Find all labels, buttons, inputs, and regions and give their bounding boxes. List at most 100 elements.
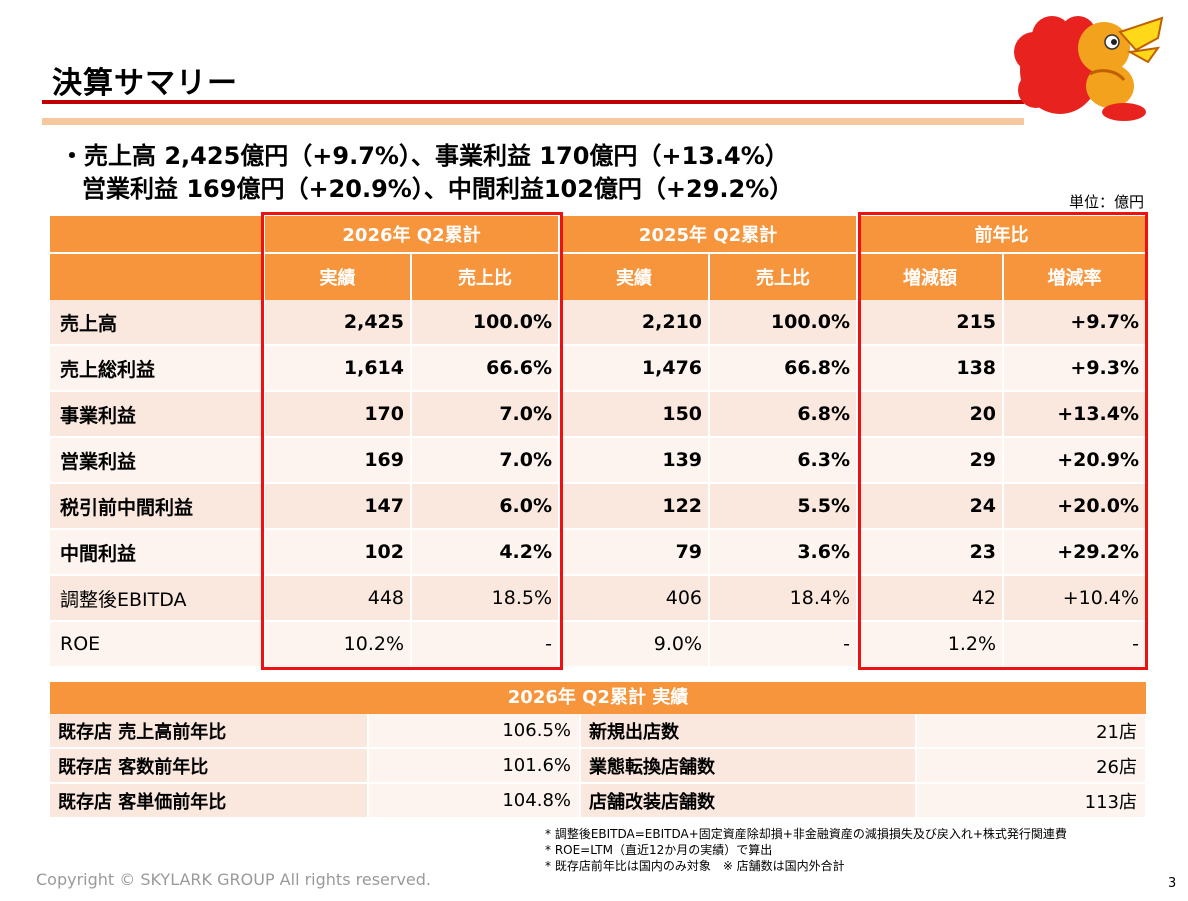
kpi-value: 104.8%	[368, 783, 581, 819]
table-cell: 215	[857, 300, 1005, 346]
table-cell: +13.4%	[1003, 391, 1148, 438]
table-cell: 10.2%	[264, 621, 412, 668]
table-row: 営業利益 169 7.0% 139 6.3% 29 +20.9%	[50, 437, 1148, 484]
group-header-2026: 2026年 Q2累計	[264, 216, 561, 254]
table-cell: 79	[559, 529, 711, 576]
kpi-label: 既存店 売上高前年比	[50, 714, 369, 749]
table-cell: 3.6%	[709, 529, 859, 576]
table-cell: 169	[264, 437, 412, 484]
row-label: 営業利益	[50, 437, 265, 484]
sub-header: 売上比	[709, 253, 859, 300]
table-cell: 5.5%	[709, 483, 859, 530]
summary-line-1: ・売上高 2,425億円（+9.7%）、事業利益 170億円（+13.4%）	[60, 142, 789, 170]
table-cell: 170	[264, 391, 412, 438]
footnote: * 調整後EBITDA=EBITDA+固定資産除却損+非金融資産の減損損失及び戻…	[545, 827, 1067, 841]
table-cell: 4.2%	[411, 529, 561, 576]
kpi-label: 業態転換店舗数	[580, 748, 917, 784]
table-cell: 406	[559, 575, 711, 622]
table-cell: +20.9%	[1003, 437, 1148, 484]
table-cell: 448	[264, 575, 412, 622]
table-cell: 6.0%	[411, 483, 561, 530]
footnote: * 既存店前年比は国内のみ対象 ※ 店舗数は国内外合計	[545, 859, 845, 873]
kpi-table: 既存店 売上高前年比 106.5% 新規出店数 21店 既存店 客数前年比 10…	[50, 714, 1147, 819]
table-cell: 147	[264, 483, 412, 530]
kpi-section-title: 2026年 Q2累計 実績	[50, 682, 1146, 714]
table-cell: +29.2%	[1003, 529, 1148, 576]
group-header-yoy: 前年比	[857, 216, 1148, 254]
highlight-box-2026	[261, 212, 563, 670]
table-cell: 122	[559, 483, 711, 530]
table-cell: 24	[857, 483, 1005, 530]
financial-summary-table: 2026年 Q2累計 2025年 Q2累計 前年比 実績 売上比 実績 売上比 …	[50, 216, 1148, 668]
table-cell: 18.5%	[411, 575, 561, 622]
table-cell: 100.0%	[411, 300, 561, 346]
title-underline	[42, 100, 1024, 104]
row-label: 中間利益	[50, 529, 265, 576]
table-cell: 2,425	[264, 300, 412, 346]
page-title: 決算サマリー	[52, 66, 238, 101]
table-row: 売上総利益 1,614 66.6% 1,476 66.8% 138 +9.3%	[50, 345, 1148, 392]
kpi-value: 21店	[916, 714, 1147, 749]
table-row: 調整後EBITDA 448 18.5% 406 18.4% 42 +10.4%	[50, 575, 1148, 622]
table-cell: 18.4%	[709, 575, 859, 622]
table-cell: 102	[264, 529, 412, 576]
table-row: 中間利益 102 4.2% 79 3.6% 23 +29.2%	[50, 529, 1148, 576]
footnote: * ROE=LTM（直近12か月の実績）で算出	[545, 843, 773, 857]
summary-line-2: 営業利益 169億円（+20.9%）、中間利益102億円（+29.2%）	[82, 175, 794, 203]
table-cell: 2,210	[559, 300, 711, 346]
kpi-value: 113店	[916, 783, 1147, 819]
row-label: 調整後EBITDA	[50, 575, 265, 622]
table-cell: 66.6%	[411, 345, 561, 392]
header-blank-cell	[50, 253, 265, 300]
table-cell: 23	[857, 529, 1005, 576]
table-group-header-row: 2026年 Q2累計 2025年 Q2累計 前年比	[50, 216, 1148, 254]
table-cell: 9.0%	[559, 621, 711, 668]
kpi-row: 既存店 売上高前年比 106.5% 新規出店数 21店	[50, 714, 1147, 749]
row-label: 事業利益	[50, 391, 265, 438]
table-row: ROE 10.2% - 9.0% - 1.2% -	[50, 621, 1148, 668]
table-cell: 7.0%	[411, 437, 561, 484]
table-cell: 138	[857, 345, 1005, 392]
sub-header: 売上比	[411, 253, 561, 300]
unit-label: 単位：億円	[1068, 193, 1144, 211]
kpi-value: 26店	[916, 748, 1147, 784]
kpi-row: 既存店 客単価前年比 104.8% 店舗改装店舗数 113店	[50, 783, 1147, 819]
table-cell: 7.0%	[411, 391, 561, 438]
table-cell: 139	[559, 437, 711, 484]
sub-header: 増減率	[1003, 253, 1148, 300]
kpi-value: 106.5%	[368, 714, 581, 749]
page-number: 3	[1168, 876, 1177, 891]
table-cell: 100.0%	[709, 300, 859, 346]
table-cell: 29	[857, 437, 1005, 484]
highlight-box-yoy	[858, 212, 1148, 670]
table-row: 税引前中間利益 147 6.0% 122 5.5% 24 +20.0%	[50, 483, 1148, 530]
kpi-value: 101.6%	[368, 748, 581, 784]
footnotes: * 調整後EBITDA=EBITDA+固定資産除却損+非金融資産の減損損失及び戻…	[545, 826, 1067, 874]
kpi-label: 既存店 客数前年比	[50, 748, 369, 784]
table-cell: 1.2%	[857, 621, 1005, 668]
row-label: ROE	[50, 621, 265, 668]
table-sub-header-row: 実績 売上比 実績 売上比 増減額 増減率	[50, 253, 1148, 300]
table-cell: +9.3%	[1003, 345, 1148, 392]
table-cell: 150	[559, 391, 711, 438]
table-cell: 6.3%	[709, 437, 859, 484]
header-blank-cell	[50, 216, 265, 254]
group-header-2025: 2025年 Q2累計	[559, 216, 859, 254]
table-cell: 6.8%	[709, 391, 859, 438]
table-cell: +20.0%	[1003, 483, 1148, 530]
summary-text: ・売上高 2,425億円（+9.7%）、事業利益 170億円（+13.4%） 営…	[60, 140, 793, 206]
kpi-row: 既存店 客数前年比 101.6% 業態転換店舗数 26店	[50, 748, 1147, 784]
row-label: 売上総利益	[50, 345, 265, 392]
sub-header: 実績	[559, 253, 711, 300]
mascot-logo-icon	[1014, 16, 1164, 121]
row-label: 税引前中間利益	[50, 483, 265, 530]
table-row: 売上高 2,425 100.0% 2,210 100.0% 215 +9.7%	[50, 300, 1148, 346]
kpi-label: 新規出店数	[580, 714, 917, 749]
table-cell: -	[411, 621, 561, 668]
table-cell: 1,476	[559, 345, 711, 392]
table-cell: 20	[857, 391, 1005, 438]
row-label: 売上高	[50, 300, 265, 346]
table-cell: +9.7%	[1003, 300, 1148, 346]
table-cell: 42	[857, 575, 1005, 622]
table-cell: 66.8%	[709, 345, 859, 392]
